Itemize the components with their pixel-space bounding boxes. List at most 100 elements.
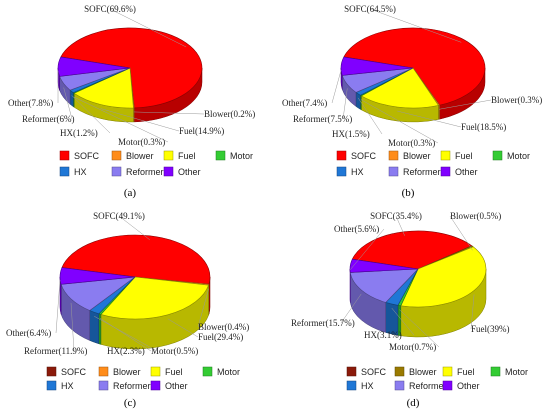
leader-line-fuel: [397, 110, 462, 128]
legend-item-fuel: Fuel: [440, 150, 473, 161]
legend-swatch-blower: [98, 366, 109, 377]
pie-slice-sofc: [60, 27, 203, 109]
legend-swatch-fuel: [163, 150, 174, 161]
leader-line-fuel: [167, 318, 199, 338]
slice-label-motor: Motor(0.3%): [388, 138, 435, 148]
slice-label-other: Other(7.4%): [282, 98, 327, 108]
legend-item-fuel: Fuel: [163, 150, 196, 161]
slice-label-sofc: SOFC(69.6%): [84, 4, 136, 14]
pie-slice-other: [57, 56, 131, 77]
pie-chart-c: SOFC(49.1%)Blower(0.4%)Fuel(29.4%)Motor(…: [6, 211, 249, 409]
legend-item-other: Other: [442, 380, 480, 391]
leader-line-blower: [197, 288, 209, 328]
slice-label-reformer: Reformer(7.5%): [293, 114, 352, 124]
legend-swatch-other: [442, 380, 453, 391]
legend-item-blower: Blower: [388, 150, 431, 161]
legend-item-sofc: SOFC: [59, 150, 100, 161]
slice-label-other: Other(6.4%): [6, 328, 51, 338]
leader-line-other: [55, 279, 61, 334]
legend-item-other: Other: [163, 166, 201, 177]
legend-label-other: Other: [178, 167, 201, 177]
pie-slice-fuel: [400, 246, 487, 308]
legend-label-reformer: Reformer: [126, 167, 164, 177]
legend-item-hx: HX: [59, 166, 87, 177]
legend-label-blower: Blower: [409, 367, 437, 377]
legend-item-motor: Motor: [202, 366, 240, 377]
panel-caption: (c): [124, 397, 137, 409]
legend-swatch-sofc: [59, 150, 70, 161]
legend-label-other: Other: [455, 167, 478, 177]
slice-label-other: Other(7.8%): [8, 98, 53, 108]
legend-item-blower: Blower: [394, 366, 437, 377]
leader-line-hx: [94, 316, 158, 352]
slice-label-fuel: Fuel(39%): [471, 324, 510, 334]
leader-line-motor: [73, 96, 169, 143]
legend-label-sofc: SOFC: [361, 367, 387, 377]
pie-side-hx: [89, 310, 100, 345]
slice-labels: SOFC(69.6%) Blower(0.2%) Fuel(14.9%) Motor(…: [8, 4, 255, 147]
legend-item-reformer: Reformer: [111, 166, 164, 177]
legend-label-fuel: Fuel: [178, 151, 196, 161]
legend-swatch-sofc: [46, 366, 57, 377]
legend-swatch-blower: [394, 366, 405, 377]
legend-label-hx: HX: [361, 381, 374, 391]
legend-label-motor: Motor: [505, 367, 528, 377]
legend-swatch-blower: [388, 150, 399, 161]
pie-slice-other: [340, 56, 414, 76]
legend-swatch-reformer: [388, 166, 399, 177]
slice-label-other: Other(5.6%): [334, 224, 379, 234]
legend-swatch-motor: [215, 150, 226, 161]
leader-line-fuel: [100, 108, 180, 132]
legend-item-sofc: SOFC: [346, 366, 387, 377]
slice-label-sofc: SOFC(49.1%): [93, 211, 145, 221]
slice-label-sofc: SOFC(64.5%): [344, 4, 396, 14]
legend-item-sofc: SOFC: [46, 366, 87, 377]
leader-line-hx: [357, 97, 383, 135]
leader-line-reformer: [340, 293, 362, 324]
pie-slice-sofc: [61, 234, 211, 285]
leader-line-sofc: [109, 8, 187, 48]
legend-label-reformer: Reformer: [113, 381, 151, 391]
legend-swatch-motor: [202, 366, 213, 377]
legend: SOFC Blower Fuel Motor HX Reformer Other: [59, 150, 253, 177]
legend-item-sofc: SOFC: [336, 150, 377, 161]
legend-label-motor: Motor: [507, 151, 530, 161]
slice-label-reformer: Reformer(11.9%): [24, 346, 87, 356]
pie-slice-fuel: [100, 276, 209, 320]
legend-swatch-blower: [111, 150, 122, 161]
legend-swatch-reformer: [394, 380, 405, 391]
legend-label-motor: Motor: [217, 367, 240, 377]
pie-slices: [59, 234, 211, 320]
legend-label-motor: Motor: [230, 151, 253, 161]
pie-slice-sofc: [343, 27, 486, 106]
legend-item-other: Other: [150, 380, 188, 391]
leader-line-other: [350, 228, 385, 270]
pie-slice-other: [59, 267, 136, 285]
legend-item-reformer: Reformer: [394, 380, 447, 391]
legend-label-sofc: SOFC: [61, 367, 87, 377]
legend-item-hx: HX: [346, 380, 374, 391]
slice-label-hx: HX(1.5%): [332, 129, 370, 139]
leader-line-motor: [99, 317, 152, 352]
panel-caption: (a): [124, 187, 137, 199]
slice-label-fuel: Fuel(14.9%): [179, 126, 224, 136]
pie-slices: [57, 27, 203, 109]
legend-swatch-hx: [46, 380, 57, 391]
slice-labels: SOFC(64.5%) Blower(0.3%) Fuel(18.5%) Motor(…: [282, 4, 542, 148]
leader-line-sofc: [395, 215, 405, 236]
legend-swatch-sofc: [346, 366, 357, 377]
slice-label-fuel: Fuel(18.5%): [461, 122, 506, 132]
slice-label-fuel: Fuel(29.4%): [198, 332, 243, 342]
panel-caption: (d): [407, 397, 420, 409]
pie-chart-d: SOFC(35.4%) Blower(0.5%) Fuel(39%) Motor(0.…: [291, 211, 528, 409]
slice-label-sofc: SOFC(35.4%): [370, 211, 422, 221]
legend-swatch-reformer: [111, 166, 122, 177]
slice-label-reformer: Reformer(6%): [22, 114, 74, 124]
leader-line-blower: [133, 111, 205, 115]
legend-item-other: Other: [440, 166, 478, 177]
legend-item-hx: HX: [46, 380, 74, 391]
pie-slice-fuel: [73, 67, 134, 109]
legend-label-sofc: SOFC: [351, 151, 377, 161]
legend-item-reformer: Reformer: [388, 166, 441, 177]
